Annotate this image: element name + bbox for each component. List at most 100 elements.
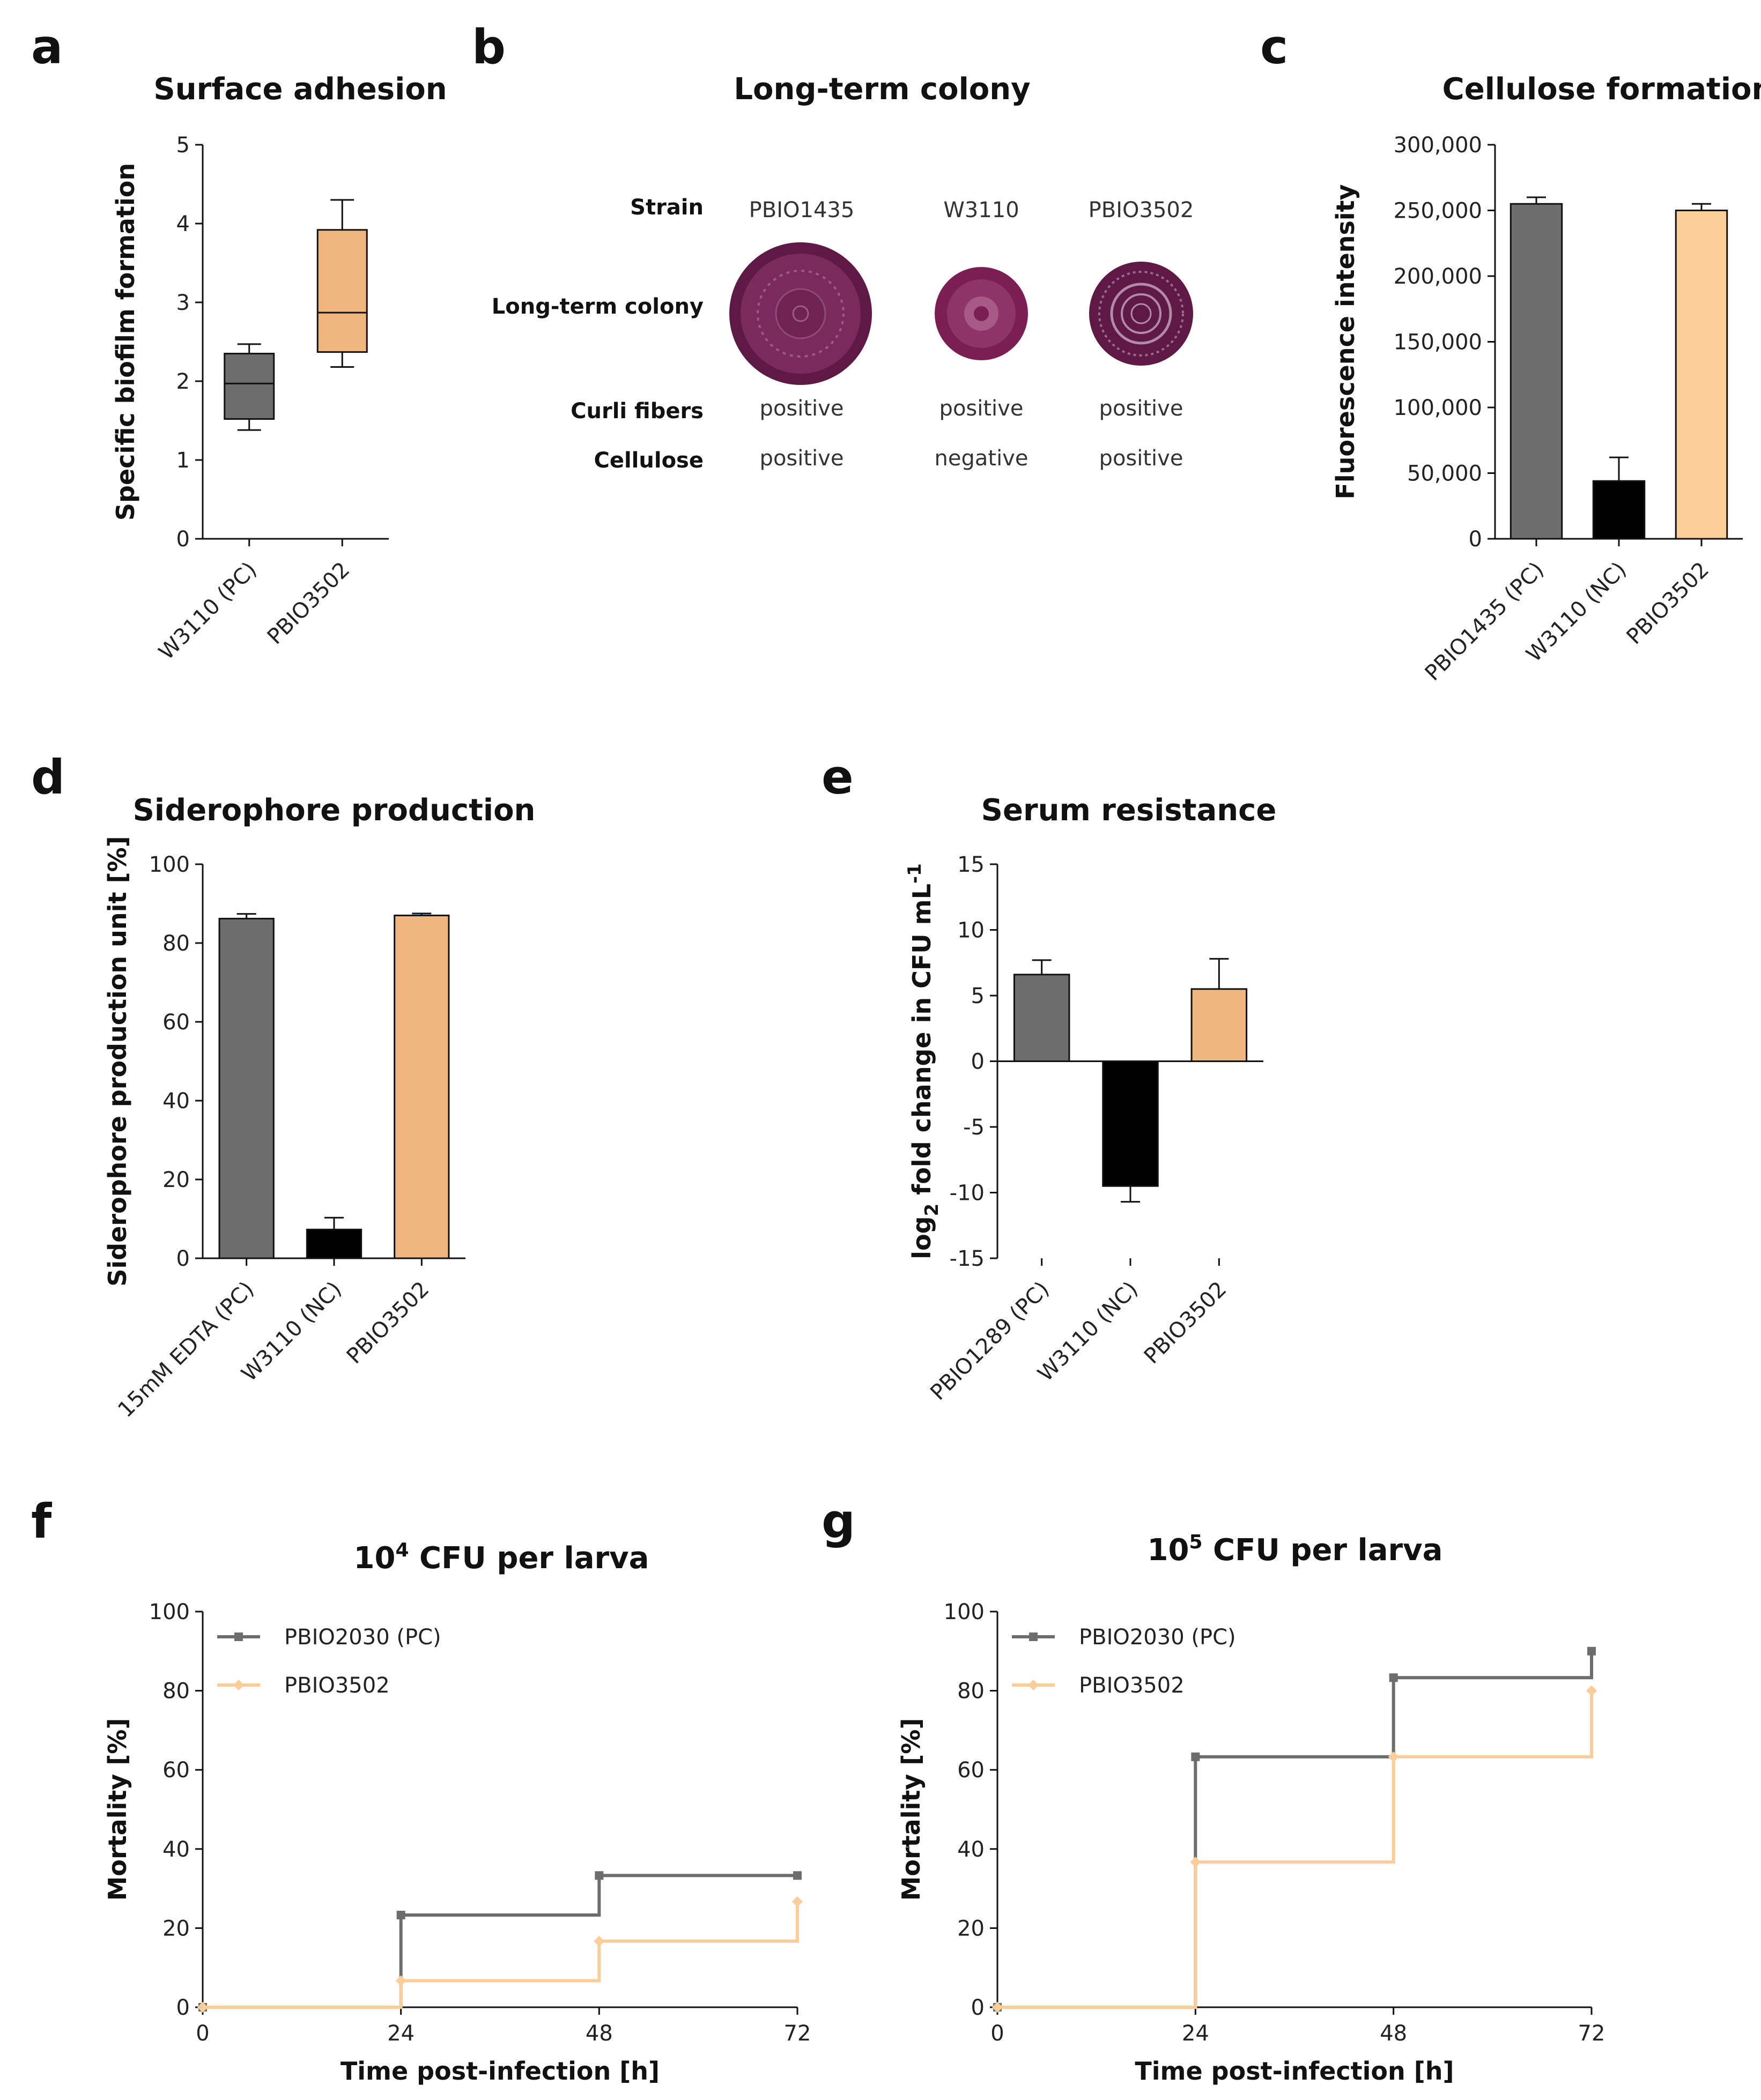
y-tick-label: 20	[162, 1168, 190, 1192]
bar-w3110-nc	[306, 1228, 362, 1259]
bar-pbio1435-pc	[1510, 203, 1563, 540]
y-tick-label: 0	[971, 1995, 985, 2020]
box-pbio3502	[316, 229, 368, 353]
chart-serum-resistance: Serum resistance log2 fold change in CFU …	[904, 793, 1276, 1405]
y-tick-label: 2	[176, 369, 190, 394]
cellulose-w3110: negative	[935, 446, 1029, 471]
legend-label-pbio2030-pc: PBIO2030 (PC)	[1079, 1625, 1236, 1650]
panel-letter-a: a	[31, 19, 63, 75]
x-axis-label: Time post-infection [h]	[341, 2057, 660, 2086]
bar-pbio3502	[394, 915, 450, 1259]
cellulose-pbio1435: positive	[760, 446, 844, 471]
x-tick-label-pbio3502: PBIO3502	[1622, 558, 1714, 650]
x-tick-label: 0	[196, 2021, 209, 2046]
chart-surface-adhesion: Surface adhesion Specific biofilm formati…	[111, 72, 447, 665]
y-axis-label: Mortality [%]	[103, 1718, 132, 1901]
x-tick-label: 24	[1182, 2021, 1209, 2046]
point-pbio3502	[594, 1935, 605, 1947]
y-tick-label: -10	[950, 1181, 985, 1206]
y-tick-label: -5	[963, 1115, 985, 1140]
y-tick-label: 60	[162, 1758, 190, 1783]
y-tick-label: 10	[957, 918, 985, 943]
strain-w3110: W3110	[943, 198, 1019, 222]
point-pbio2030-pc	[396, 1911, 405, 1920]
y-tick-label: 0	[176, 1246, 190, 1271]
x-tick-label-pbio1289-pc: PBIO1289 (PC)	[926, 1277, 1054, 1405]
chart-title: Surface adhesion	[153, 72, 447, 107]
row-label-cellulose: Cellulose	[594, 448, 704, 473]
y-tick-label: 80	[162, 1679, 190, 1704]
box-w3110-pc	[224, 353, 275, 420]
x-tick-label: 48	[586, 2021, 613, 2046]
y-tick-label: 40	[162, 1089, 190, 1114]
y-axis-label: Mortality [%]	[897, 1718, 926, 1901]
y-tick-label: 20	[162, 1916, 190, 1941]
y-tick-label: 100	[149, 1600, 190, 1624]
x-tick-label: 72	[1578, 2021, 1605, 2046]
chart-mortality-10e4: 104 CFU per larva Mortality [%] 0 20 40 60 80 1…	[103, 1539, 811, 2086]
y-tick-label: 3	[176, 291, 190, 315]
panel-letter-c: c	[1260, 19, 1288, 75]
x-tick-label: 24	[387, 2021, 415, 2046]
y-tick-label: 15	[957, 852, 985, 877]
y-tick-label: 0	[176, 527, 190, 552]
y-tick-label: 40	[957, 1837, 985, 1862]
legend-marker-pbio2030-pc	[1029, 1632, 1038, 1641]
y-tick-label: 60	[957, 1758, 985, 1783]
row-label-strain: Strain	[630, 195, 704, 220]
x-tick-label: 72	[784, 2021, 811, 2046]
y-tick-label: 5	[176, 133, 190, 158]
y-tick-label: 100	[149, 852, 190, 877]
y-tick-label: 300,000	[1394, 133, 1482, 158]
point-pbio3502	[992, 2002, 1003, 2013]
panel-letter-f: f	[31, 1494, 53, 1549]
curli-pbio1435: positive	[760, 396, 844, 421]
y-tick-label: 0	[176, 1995, 190, 2020]
curli-pbio3502: positive	[1099, 396, 1183, 421]
point-pbio3502	[1190, 1857, 1201, 1868]
y-tick-label: -15	[950, 1246, 985, 1271]
chart-cellulose-formation: Cellulose formation Fluorescence intensit…	[1331, 72, 1761, 686]
series-line-pbio3502	[997, 1690, 1593, 2009]
colony-image-pbio3502	[1089, 262, 1193, 366]
x-tick-label-pbio3502: PBIO3502	[1140, 1277, 1232, 1369]
panel-letter-b: b	[472, 19, 506, 75]
row-label-long-term-colony: Long-term colony	[492, 294, 704, 319]
chart-title: 105 CFU per larva	[1148, 1531, 1443, 1568]
chart-title: 104 CFU per larva	[354, 1539, 649, 1576]
chart-title: Cellulose formation	[1442, 72, 1761, 107]
bar-15mm-edta-pc	[218, 917, 275, 1259]
bar-pbio1289-pc	[1013, 974, 1070, 1063]
cellulose-pbio3502: positive	[1099, 446, 1183, 471]
curli-w3110: positive	[939, 396, 1024, 421]
y-tick-label: 60	[162, 1010, 190, 1035]
point-pbio3502	[1586, 1685, 1597, 1696]
y-tick-label: 5	[971, 984, 985, 1008]
y-tick-label: 50,000	[1407, 462, 1482, 486]
point-pbio2030-pc	[1389, 1673, 1398, 1682]
legend-marker-pbio2030-pc	[234, 1632, 243, 1641]
y-tick-label: 40	[162, 1837, 190, 1862]
x-axis-label: Time post-infection [h]	[1135, 2057, 1454, 2086]
point-pbio2030-pc	[793, 1871, 802, 1880]
chart-title: Siderophore production	[133, 793, 536, 828]
legend-marker-pbio3502	[233, 1680, 244, 1690]
y-axis-label: log2 fold change in CFU mL-1	[904, 863, 943, 1259]
panel-letter-d: d	[31, 750, 65, 805]
y-axis-label: Fluorescence intensity	[1331, 184, 1360, 499]
colony-image-pbio1435	[729, 242, 872, 385]
y-tick-label: 100	[944, 1600, 985, 1624]
y-tick-label: 150,000	[1394, 330, 1482, 355]
colony-image-w3110	[935, 267, 1028, 360]
strain-pbio1435: PBIO1435	[749, 198, 855, 222]
point-pbio3502	[395, 1975, 406, 1986]
y-tick-label: 4	[176, 212, 190, 236]
y-tick-label: 20	[957, 1916, 985, 1941]
bar-pbio3502	[1675, 210, 1728, 540]
panel-letter-e: e	[822, 750, 854, 805]
y-tick-label: 100,000	[1394, 396, 1482, 420]
series-line-pbio3502	[203, 1901, 799, 2009]
y-axis-label: Siderophore production unit [%]	[103, 836, 132, 1286]
y-tick-label: 0	[1469, 527, 1482, 552]
